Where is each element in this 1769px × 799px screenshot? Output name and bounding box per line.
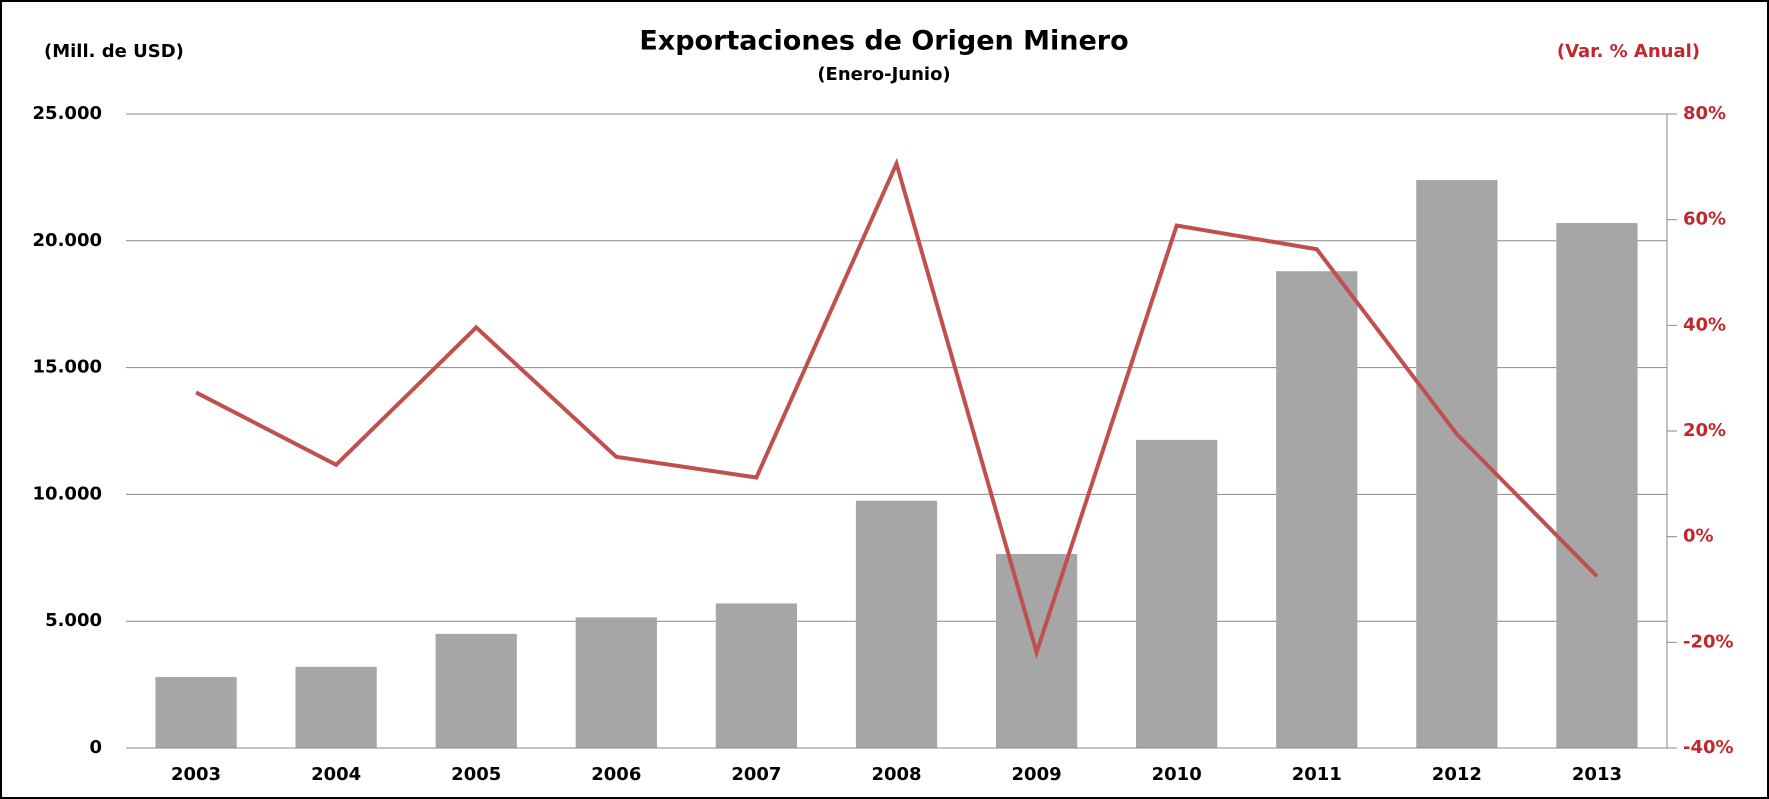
y2-tick-label: 0% — [1683, 526, 1714, 547]
y-tick-label: 15.000 — [33, 357, 102, 378]
x-tick-label: 2009 — [1012, 764, 1062, 785]
y2-tick-label: 60% — [1683, 209, 1726, 230]
bar — [1136, 439, 1218, 748]
x-tick-label: 2004 — [311, 764, 361, 785]
x-tick-label: 2010 — [1152, 764, 1202, 785]
y2-tick-label: -20% — [1683, 631, 1734, 652]
x-tick-label: 2006 — [591, 764, 641, 785]
x-tick-label: 2007 — [731, 764, 781, 785]
bar — [1276, 271, 1358, 748]
bar — [435, 633, 517, 748]
bar — [155, 676, 237, 748]
bar — [575, 617, 657, 748]
x-tick-label: 2003 — [171, 764, 221, 785]
y-tick-label: 0 — [89, 737, 102, 758]
y-tick-label: 25.000 — [33, 103, 102, 124]
line-series — [195, 157, 1599, 660]
y2-tick-label: 40% — [1683, 314, 1726, 335]
y2-tick-label: -40% — [1683, 737, 1734, 758]
bar — [1556, 223, 1638, 749]
bar — [295, 666, 377, 748]
x-tick-label: 2011 — [1292, 764, 1342, 785]
y2-tick-label: 20% — [1683, 420, 1726, 441]
x-tick-label: 2008 — [871, 764, 921, 785]
chart-title: Exportaciones de Origen Minero — [639, 26, 1128, 57]
x-tick-label: 2005 — [451, 764, 501, 785]
bar — [855, 500, 938, 748]
y-axis-label: (Mill. de USD) — [44, 41, 184, 62]
y-tick-label: 5.000 — [45, 610, 102, 631]
y-tick-label: 10.000 — [33, 483, 102, 504]
x-tick-label: 2013 — [1572, 764, 1622, 785]
y-tick-label: 20.000 — [33, 230, 102, 251]
chart-subtitle: (Enero-Junio) — [817, 64, 950, 85]
x-tick-label: 2012 — [1432, 764, 1482, 785]
y2-axis-label: (Var. % Anual) — [1557, 41, 1700, 62]
bar — [715, 603, 798, 748]
y2-tick-label: 80% — [1683, 103, 1726, 124]
